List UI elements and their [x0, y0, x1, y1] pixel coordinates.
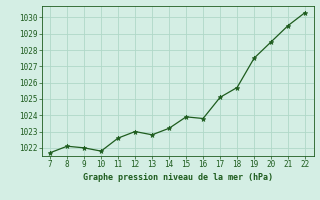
X-axis label: Graphe pression niveau de la mer (hPa): Graphe pression niveau de la mer (hPa) — [83, 173, 273, 182]
